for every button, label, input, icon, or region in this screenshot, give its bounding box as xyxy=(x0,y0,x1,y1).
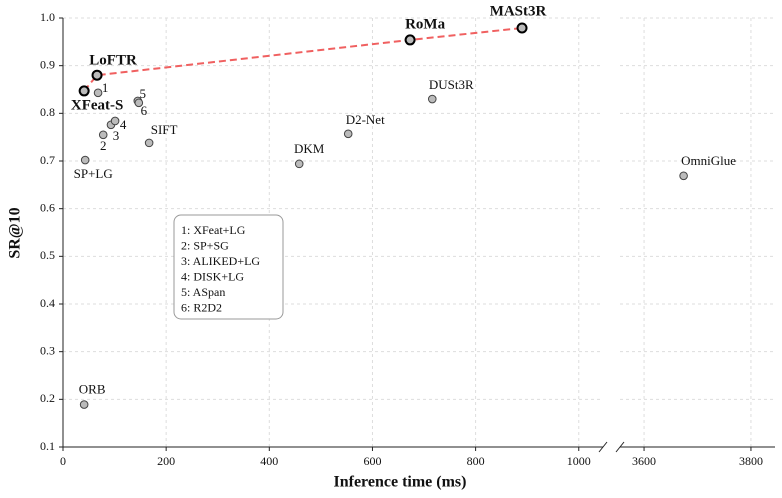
point-label: RoMa xyxy=(405,16,445,32)
x-tick-label: 400 xyxy=(260,454,278,468)
point-label: LoFTR xyxy=(89,53,137,69)
axis-break xyxy=(615,441,625,453)
y-tick-label: 0.5 xyxy=(40,248,55,262)
y-tick-label: 0.4 xyxy=(40,296,55,310)
point-label: OmniGlue xyxy=(681,153,736,168)
point xyxy=(679,171,688,181)
point-label: 6 xyxy=(141,103,148,118)
point xyxy=(516,22,528,34)
point-label: 3 xyxy=(113,128,120,143)
point-label: 2 xyxy=(100,138,107,153)
point-label: SP+LG xyxy=(74,166,113,181)
x-tick-label: 3600 xyxy=(632,454,656,468)
point xyxy=(404,34,416,46)
x-tick-label: 200 xyxy=(157,454,175,468)
point-label: ORB xyxy=(79,382,106,397)
point xyxy=(91,69,103,81)
y-axis-label: SR@10 xyxy=(7,207,24,258)
point xyxy=(343,129,353,139)
x-axis-label: Inference time (ms) xyxy=(334,474,467,491)
point xyxy=(134,98,144,108)
point xyxy=(93,88,103,98)
point xyxy=(79,400,89,409)
y-tick-label: 0.9 xyxy=(40,57,55,71)
x-tick-label: 0 xyxy=(60,454,66,468)
point-label: MASt3R xyxy=(490,3,547,19)
x-tick-label: 1000 xyxy=(567,454,591,468)
point-label: 1 xyxy=(102,80,109,95)
y-tick-label: 0.2 xyxy=(40,391,55,405)
y-tick-label: 0.1 xyxy=(40,439,55,453)
point-label: 4 xyxy=(120,117,127,132)
axis-break xyxy=(598,441,608,453)
point-label: 5 xyxy=(140,86,147,101)
x-tick-label: 600 xyxy=(363,454,381,468)
y-tick-label: 0.8 xyxy=(40,105,55,119)
y-tick-label: 1.0 xyxy=(40,10,55,24)
y-tick-label: 0.6 xyxy=(40,200,55,214)
x-tick-label: 800 xyxy=(467,454,485,468)
point xyxy=(98,130,108,140)
point-label: DKM xyxy=(294,141,325,156)
point xyxy=(427,94,437,104)
legend-entry: 4: DISK+LG xyxy=(181,269,244,283)
legend-entry: 5: ASpan xyxy=(181,285,225,299)
point xyxy=(80,155,90,165)
point xyxy=(294,159,304,169)
y-tick-label: 0.3 xyxy=(40,343,55,357)
y-tick-label: 0.7 xyxy=(40,153,55,167)
legend-box xyxy=(173,214,284,320)
point-label: DUSt3R xyxy=(429,77,474,92)
point-label: XFeat-S xyxy=(71,97,124,113)
frontier-line xyxy=(83,27,523,92)
point-label: D2-Net xyxy=(346,112,385,127)
legend-entry: 3: ALIKED+LG xyxy=(181,254,260,268)
point xyxy=(144,138,154,148)
point xyxy=(110,116,120,126)
legend-entry: 6: R2D2 xyxy=(181,300,222,314)
legend-entry: 1: XFeat+LG xyxy=(181,223,246,237)
legend-entry: 2: SP+SG xyxy=(181,238,229,252)
point xyxy=(78,85,90,97)
point-label: SIFT xyxy=(151,122,178,137)
x-tick-label: 3800 xyxy=(739,454,763,468)
